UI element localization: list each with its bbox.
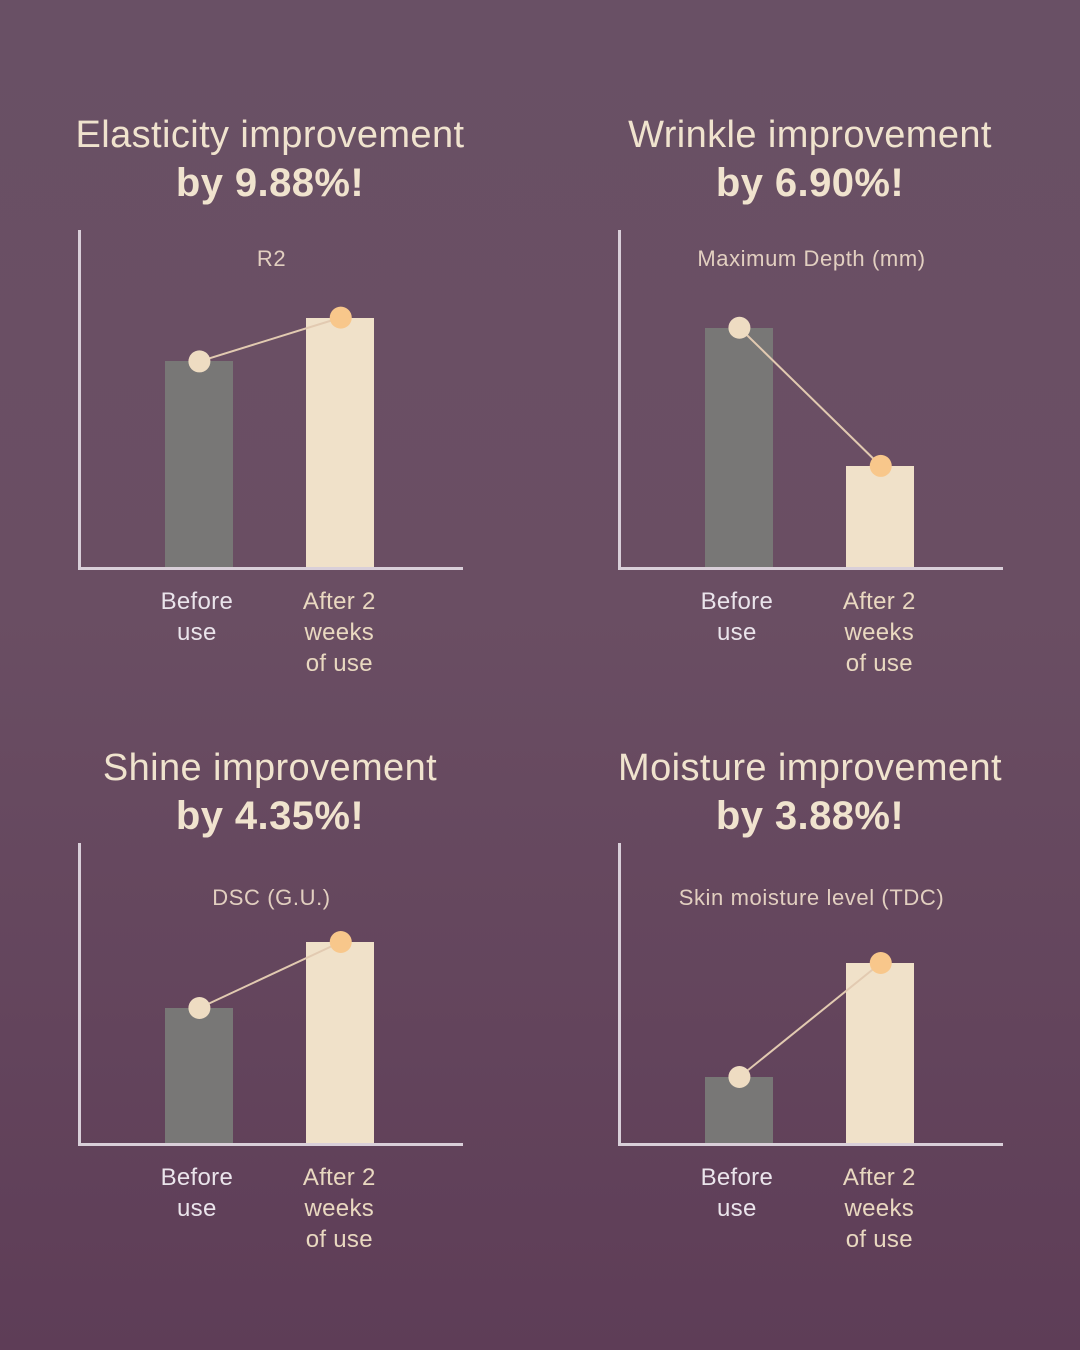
before-bar [704, 1077, 773, 1143]
after-label: After 2 weeks of use [302, 1164, 376, 1253]
chart-grid: Elasticity improvement by 9.88%! R2 Befo… [0, 112, 1080, 1253]
after-bar [846, 963, 915, 1143]
panel-title: Elasticity improvement [75, 114, 465, 156]
panel-title-emphasis: by 3.88%! [715, 794, 905, 838]
panel-title: Wrinkle improvement [628, 114, 992, 156]
before-label: Before use [700, 1164, 774, 1222]
before-bar [164, 361, 233, 567]
chart-axes: Skin moisture level (TDC) [617, 843, 1003, 1146]
metric-label: Skin moisture level (TDC) [678, 885, 945, 910]
panel-title: Moisture improvement [618, 747, 1002, 789]
after-bar [306, 942, 375, 1143]
before-label: Before use [160, 588, 234, 646]
metric-label: DSC (G.U.) [212, 885, 331, 910]
x-axis-labels: Before use After 2 weeks of use [78, 586, 463, 677]
panel-title-emphasis: by 4.35%! [175, 794, 365, 838]
chart-axes: DSC (G.U.) [77, 843, 463, 1146]
before-bar [164, 1008, 233, 1143]
chart-axes: R2 [77, 230, 463, 570]
after-bar [306, 317, 375, 567]
trend-overlay [727, 316, 892, 477]
before-label: Before use [700, 588, 774, 646]
panel-wrinkle: Wrinkle improvement by 6.90%! Maximum De… [540, 112, 1080, 745]
after-label: After 2 weeks of use [842, 588, 916, 677]
after-label: After 2 weeks of use [302, 588, 376, 677]
panel-title-emphasis: by 6.90%! [715, 161, 905, 205]
before-label: Before use [160, 1164, 234, 1222]
panel-title: Shine improvement [102, 747, 438, 789]
x-axis-labels: Before use After 2 weeks of use [618, 586, 1003, 677]
trend-overlay [187, 306, 352, 373]
panel-moisture: Moisture improvement by 3.88%! Skin mois… [540, 745, 1080, 1253]
chart-axes: Maximum Depth (mm) [617, 230, 1003, 570]
panel-elasticity: Elasticity improvement by 9.88%! R2 Befo… [0, 112, 540, 745]
after-bar [846, 465, 915, 567]
before-bar [704, 327, 773, 567]
metric-label: R2 [256, 246, 287, 271]
metric-label: Maximum Depth (mm) [697, 246, 926, 271]
x-axis-labels: Before use After 2 weeks of use [618, 1162, 1003, 1253]
panel-shine: Shine improvement by 4.35%! DSC (G.U.) B… [0, 745, 540, 1253]
panel-title-emphasis: by 9.88%! [175, 161, 365, 205]
after-label: After 2 weeks of use [842, 1164, 916, 1253]
x-axis-labels: Before use After 2 weeks of use [78, 1162, 463, 1253]
